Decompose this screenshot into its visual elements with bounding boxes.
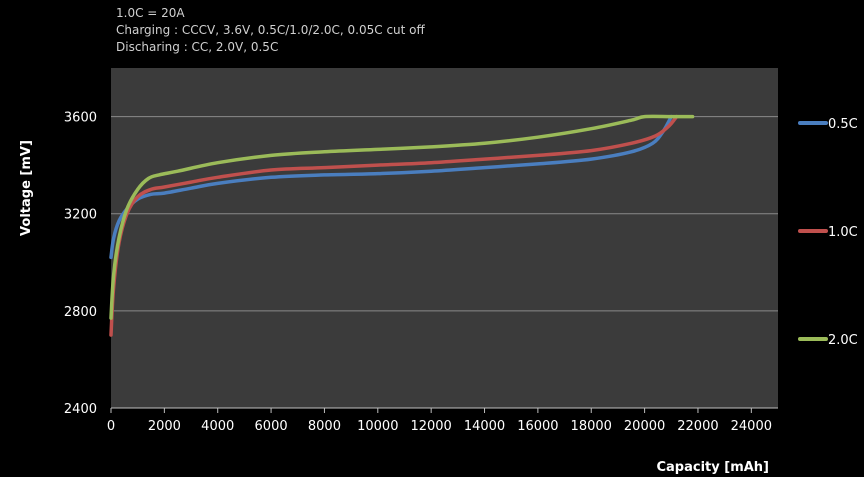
x-tick-label: 0: [107, 419, 115, 434]
y-axis-ticks: 2400 2800 3200 3600: [64, 111, 97, 417]
x-tick-label: 12000: [410, 419, 451, 434]
y-tick-label: 2800: [64, 305, 97, 320]
x-tick-label: 22000: [677, 419, 718, 434]
x-axis-ticks: 0 2000 4000 6000 8000 10000 12000 14000 16000 180…: [107, 407, 778, 434]
x-tick-label: 8000: [308, 419, 341, 434]
x-tick-label: 24000: [731, 419, 772, 434]
note-charging: Charging : CCCV, 3.6V, 0.5C/1.0/2.0C, 0.…: [116, 23, 425, 37]
y-axis-title: Voltage [mV]: [19, 140, 34, 236]
x-tick-label: 2000: [148, 419, 181, 434]
x-tick-label: 18000: [571, 419, 612, 434]
y-tick-label: 3200: [64, 208, 97, 223]
x-tick-label: 10000: [357, 419, 398, 434]
legend-label: 1.0C: [828, 225, 858, 240]
x-axis-title: Capacity [mAh]: [656, 460, 769, 475]
legend-label: 2.0C: [828, 333, 858, 348]
y-tick-label: 3600: [64, 111, 97, 126]
note-rating: 1.0C = 20A: [116, 6, 185, 20]
x-tick-label: 16000: [517, 419, 558, 434]
plot-area: [111, 68, 778, 408]
note-discharging: Discharing : CC, 2.0V, 0.5C: [116, 40, 279, 54]
legend-label: 0.5C: [828, 117, 858, 132]
x-tick-label: 6000: [255, 419, 288, 434]
x-tick-label: 20000: [624, 419, 665, 434]
series-line-2-0C: [109, 114, 695, 320]
chart-notes: 1.0C = 20A Charging : CCCV, 3.6V, 0.5C/1…: [116, 5, 425, 56]
series-lines: [109, 114, 695, 337]
y-tick-label: 2400: [64, 402, 97, 417]
x-tick-label: 14000: [464, 419, 505, 434]
legend: 0.5C 1.0C 2.0C: [798, 117, 858, 348]
series-line-1-0C: [109, 114, 679, 337]
x-tick-label: 4000: [201, 419, 234, 434]
